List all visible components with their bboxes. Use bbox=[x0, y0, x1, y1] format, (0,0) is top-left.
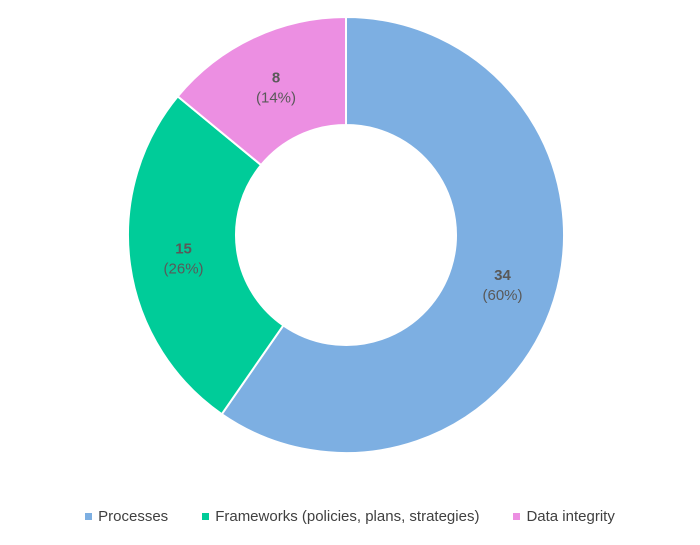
slice-value-label-processes: 34 bbox=[494, 267, 511, 284]
slice-percent-label-frameworks: (26%) bbox=[164, 261, 204, 278]
slice-processes bbox=[220, 15, 565, 454]
legend-label-frameworks: Frameworks (policies, plans, strategies) bbox=[215, 508, 480, 525]
legend-swatch-frameworks bbox=[202, 513, 210, 520]
legend-item-processes: Processes bbox=[85, 508, 168, 525]
slice-frameworks bbox=[127, 95, 285, 416]
slice-data-integrity bbox=[176, 15, 347, 167]
legend-item-data-integrity: Data integrity bbox=[513, 508, 615, 525]
slice-percent-label-processes: (60%) bbox=[483, 287, 523, 304]
legend: Processes Frameworks (policies, plans, s… bbox=[0, 508, 700, 525]
donut-chart: 34 (60%) 15 (26%) 8 (14%) bbox=[127, 15, 565, 454]
legend-item-frameworks: Frameworks (policies, plans, strategies) bbox=[202, 508, 479, 525]
legend-swatch-data-integrity bbox=[513, 513, 521, 520]
legend-label-data-integrity: Data integrity bbox=[526, 508, 615, 525]
slice-value-label-data-integrity: 8 bbox=[272, 70, 280, 87]
slice-percent-label-data-integrity: (14%) bbox=[256, 90, 296, 107]
legend-label-processes: Processes bbox=[98, 508, 169, 525]
slice-value-label-frameworks: 15 bbox=[175, 241, 192, 258]
legend-swatch-processes bbox=[85, 513, 93, 520]
